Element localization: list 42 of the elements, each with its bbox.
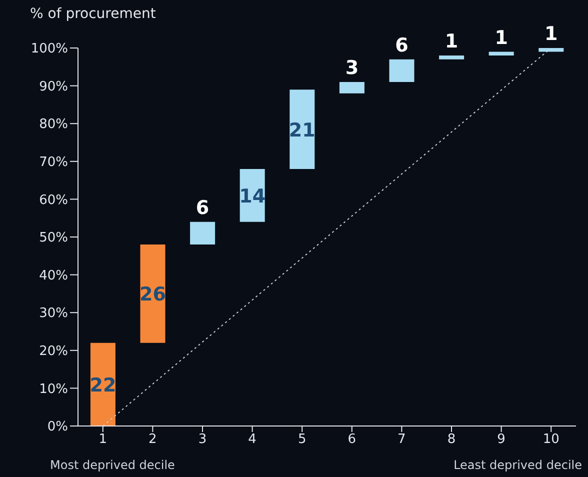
bar [488, 52, 514, 56]
data-label: 6 [196, 196, 210, 219]
y-axis-title: % of procurement [30, 6, 156, 22]
x-tick-label: 5 [298, 432, 306, 448]
data-label: 22 [90, 374, 116, 396]
y-tick-label: 20% [39, 344, 68, 360]
y-tick-label: 40% [39, 268, 68, 284]
data-label: 1 [544, 23, 558, 45]
data-label: 26 [140, 284, 166, 306]
data-label: 6 [395, 34, 408, 56]
y-tick-label: 10% [39, 382, 68, 397]
y-tick-label: 90% [39, 79, 68, 94]
y-tick-label: 70% [39, 155, 68, 170]
y-tick-label: 30% [39, 306, 68, 322]
y-tick-label: 50% [39, 230, 68, 246]
x-tick-label: 2 [148, 432, 157, 448]
text: Most deprived decile [50, 458, 175, 472]
x-tick-label: 9 [497, 432, 506, 448]
bar [389, 59, 414, 82]
x-tick-label: 6 [348, 432, 356, 448]
y-tick-label: 0% [47, 420, 68, 435]
text: Least deprived decile [454, 458, 582, 472]
data-label: 1 [494, 26, 508, 49]
x-tick-label: 10 [542, 432, 560, 448]
data-label: 1 [444, 30, 458, 53]
y-tick-label: 80% [39, 117, 68, 132]
data-label: 14 [239, 185, 266, 208]
y-tick-label: 60% [39, 192, 68, 208]
bar [439, 56, 464, 60]
bar [140, 244, 166, 343]
x-tick-label: 1 [98, 432, 108, 448]
x-tick-label: 7 [398, 432, 406, 448]
x-tick-label: 4 [248, 432, 256, 448]
y-tick-label: 100% [30, 42, 68, 57]
bar [339, 82, 364, 94]
x-tick-label: 8 [447, 432, 456, 448]
data-label: 3 [345, 57, 359, 80]
bar [538, 48, 564, 52]
bar [190, 222, 216, 245]
data-label: 21 [288, 119, 316, 142]
bar [290, 90, 315, 169]
x-tick-label: 3 [198, 432, 207, 448]
